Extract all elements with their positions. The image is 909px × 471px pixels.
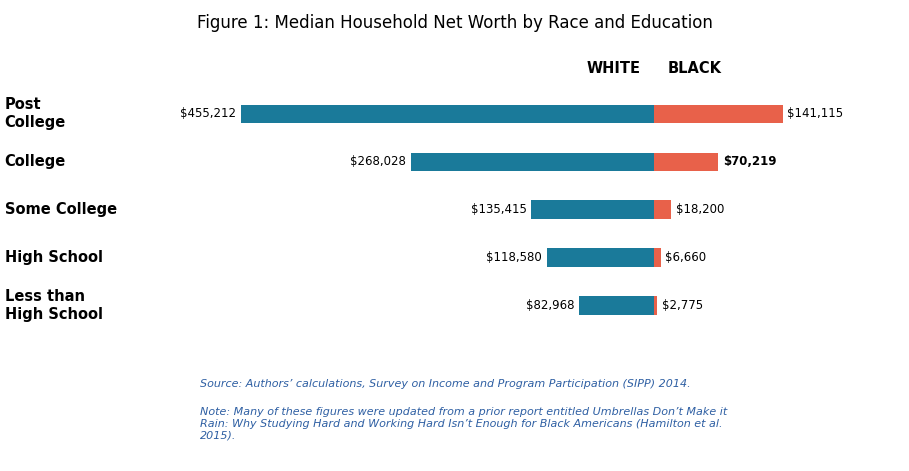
Text: $70,219: $70,219 xyxy=(723,155,776,168)
Bar xyxy=(532,201,654,219)
Text: $118,580: $118,580 xyxy=(486,251,542,264)
Bar xyxy=(579,296,654,315)
Text: Some College: Some College xyxy=(5,202,116,217)
Text: $6,660: $6,660 xyxy=(665,251,706,264)
Bar xyxy=(654,201,671,219)
Text: Post
College: Post College xyxy=(5,97,65,130)
Text: $268,028: $268,028 xyxy=(351,155,406,168)
Text: Less than
High School: Less than High School xyxy=(5,289,103,322)
Bar xyxy=(654,249,661,267)
Bar xyxy=(654,296,657,315)
Bar xyxy=(241,105,654,123)
Text: $455,212: $455,212 xyxy=(180,107,236,120)
Text: College: College xyxy=(5,154,65,169)
Text: $141,115: $141,115 xyxy=(787,107,844,120)
Text: $82,968: $82,968 xyxy=(526,299,574,312)
Bar xyxy=(546,249,654,267)
Bar xyxy=(654,153,718,171)
Text: BLACK: BLACK xyxy=(668,61,722,76)
Text: High School: High School xyxy=(5,250,103,265)
Text: Source: Authors’ calculations, Survey on Income and Program Participation (SIPP): Source: Authors’ calculations, Survey on… xyxy=(200,379,691,389)
Text: Figure 1: Median Household Net Worth by Race and Education: Figure 1: Median Household Net Worth by … xyxy=(196,14,713,32)
Text: $2,775: $2,775 xyxy=(662,299,703,312)
Text: $18,200: $18,200 xyxy=(675,203,724,216)
Text: $135,415: $135,415 xyxy=(471,203,527,216)
Text: WHITE: WHITE xyxy=(587,61,641,76)
Bar xyxy=(654,105,783,123)
Bar xyxy=(411,153,654,171)
Text: Note: Many of these figures were updated from a prior report entitled Umbrellas : Note: Many of these figures were updated… xyxy=(200,407,727,440)
